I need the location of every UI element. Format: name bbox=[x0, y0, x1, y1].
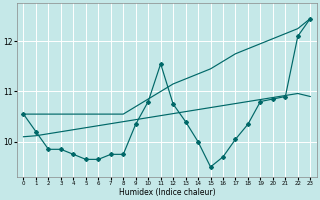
X-axis label: Humidex (Indice chaleur): Humidex (Indice chaleur) bbox=[119, 188, 215, 197]
